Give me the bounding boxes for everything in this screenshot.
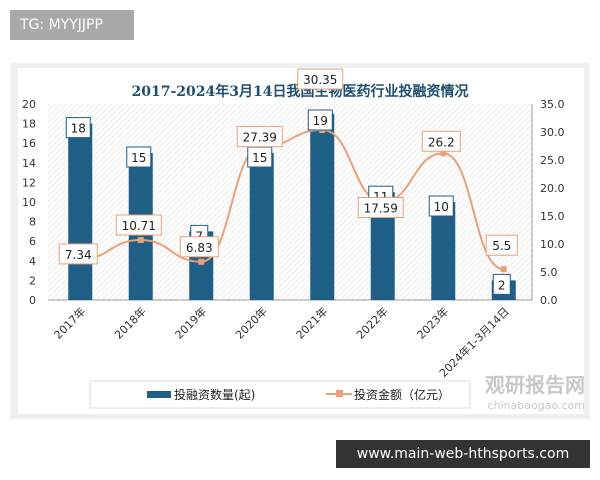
x-tick-label: 2020年: [232, 304, 269, 341]
line-value-label: 7.34: [65, 248, 92, 262]
left-tick-label: 8: [29, 216, 36, 229]
line-value-label-box: [179, 236, 219, 258]
left-tick-label: 20: [22, 98, 36, 111]
line-marker: [137, 237, 144, 244]
watermark-en: chinabaogao.com: [488, 399, 586, 412]
x-tick-label: 2019年: [172, 304, 209, 341]
chart-title: 2017-2024年3月14日我国生物医药行业投融资情况: [132, 83, 469, 100]
x-tick-label: 2023年: [414, 304, 451, 341]
right-tick-label: 5.0: [540, 266, 558, 279]
line-value-label: 6.83: [186, 241, 213, 255]
line-value-label: 27.39: [243, 131, 277, 145]
bar: [68, 123, 93, 300]
line-value-label-box: [485, 234, 518, 256]
line-value-label-box: [236, 126, 283, 148]
bar-value-label-box: [65, 117, 91, 139]
legend-bar-swatch: [147, 391, 171, 398]
line-value-label: 30.35: [303, 73, 337, 87]
left-tick-label: 2: [29, 274, 36, 287]
legend-line-marker: [336, 390, 343, 397]
bar-value-label-box: [492, 273, 511, 295]
bar-value-label-box: [307, 109, 333, 131]
bar-value-label-box: [126, 146, 152, 168]
left-tick-label: 14: [22, 157, 36, 170]
x-tick-label: 2018年: [111, 304, 148, 341]
right-tick-label: 15.0: [540, 210, 565, 223]
bar-value-label: 15: [252, 151, 267, 165]
line-value-label-box: [357, 196, 404, 218]
watermark-cn: 观研报告网: [485, 373, 585, 397]
left-tick-label: 18: [22, 118, 36, 131]
left-tick-label: 4: [29, 255, 36, 268]
bar-value-label: 2: [498, 278, 506, 292]
right-tick-label: 35.0: [540, 98, 565, 111]
line-value-label-box: [421, 130, 461, 152]
right-tick-label: 25.0: [540, 154, 565, 167]
line-value-label-box: [58, 243, 98, 265]
left-tick-label: 12: [22, 176, 36, 189]
line-value-label-box: [115, 214, 162, 236]
right-tick-label: 10.0: [540, 238, 565, 251]
bar-value-label: 18: [71, 122, 86, 136]
line-value-label: 17.59: [364, 201, 398, 215]
x-tick-label: 2021年: [293, 304, 330, 341]
line-value-label-box: [297, 68, 344, 90]
line-marker: [500, 266, 507, 273]
line-value-label: 26.2: [428, 135, 455, 149]
bar: [431, 202, 456, 300]
line-value-label: 10.71: [122, 219, 156, 233]
x-tick-label: 2022年: [353, 304, 390, 341]
line-marker: [440, 150, 447, 157]
left-tick-label: 16: [22, 137, 36, 150]
left-tick-label: 0: [29, 294, 36, 307]
legend-line-label: 投资金额（亿元）: [354, 387, 450, 402]
tag-label: TG: MYYJJPP: [10, 10, 134, 40]
line-value-label: 5.5: [492, 239, 511, 253]
x-tick-label: 2017年: [51, 304, 88, 341]
right-tick-label: 0.0: [540, 294, 558, 307]
bar-value-label: 15: [131, 151, 146, 165]
right-tick-label: 20.0: [540, 182, 565, 195]
bar: [249, 153, 274, 300]
bar: [310, 113, 335, 300]
url-banner: www.main-web-hthsports.com: [336, 440, 590, 468]
left-tick-label: 6: [29, 235, 36, 248]
line-marker: [198, 258, 205, 265]
bar-value-label: 19: [313, 114, 328, 128]
legend-bar-label: 投融资数量(起): [174, 387, 255, 402]
bar-value-label: 10: [434, 200, 449, 214]
right-tick-label: 30.0: [540, 126, 565, 139]
left-tick-label: 10: [22, 196, 36, 209]
bar-value-label-box: [428, 195, 454, 217]
